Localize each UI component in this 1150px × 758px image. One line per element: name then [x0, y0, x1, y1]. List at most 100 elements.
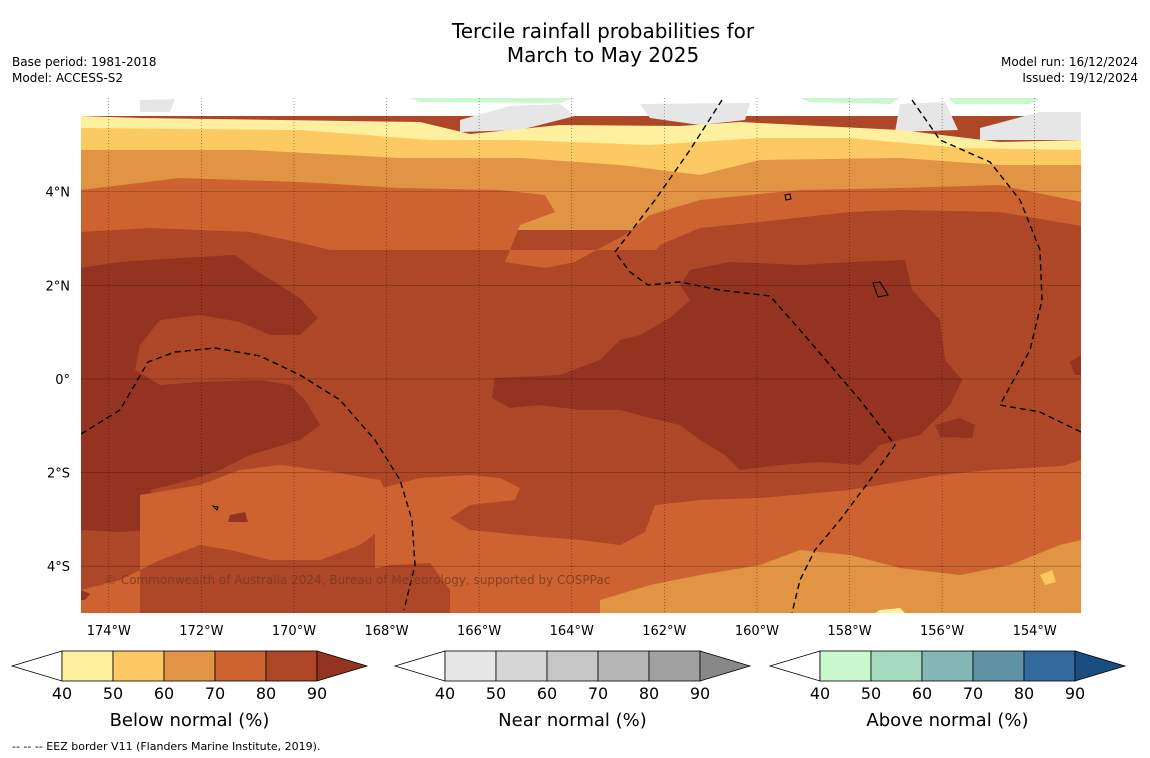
region-90-island	[228, 512, 248, 522]
above-normal-patch-3	[948, 98, 1040, 104]
title-line-2: March to May 2025	[506, 43, 700, 67]
colorbar-title: Near normal (%)	[498, 710, 647, 731]
issued-date: Issued: 19/12/2024	[1022, 71, 1138, 85]
colorbar-tick-label: 40	[810, 684, 830, 703]
title-line-1: Tercile rainfall probabilities for	[451, 19, 755, 43]
colorbar-segment	[597, 650, 650, 682]
chart-title: Tercile rainfall probabilities for March…	[0, 19, 1150, 67]
region-80-south-patch	[315, 563, 450, 613]
lon-tick-label: 172°W	[179, 624, 223, 639]
colorbar-extend-low	[393, 650, 446, 682]
colorbar-tick-label: 80	[639, 684, 659, 703]
island-1	[784, 193, 792, 201]
region-90-small	[935, 418, 975, 438]
model-run: Model run: 16/12/2024	[1000, 55, 1138, 69]
map-field	[81, 98, 1081, 613]
near-normal-patch-4	[895, 102, 958, 132]
lon-tick-label: 164°W	[550, 624, 594, 639]
lat-tick-label: 4°S	[47, 560, 70, 575]
base-period: Base period: 1981-2018	[12, 55, 157, 69]
colorbar-tick-label: 50	[861, 684, 881, 703]
eez-line-east	[911, 99, 1081, 433]
region-70-se	[990, 460, 1081, 522]
colorbar-segment	[61, 650, 114, 682]
lon-tick-label: 154°W	[1013, 624, 1057, 639]
eez-borders	[81, 99, 1081, 613]
colorbar-segment	[819, 650, 872, 682]
region-40-south	[875, 608, 905, 613]
lat-tick-label: 2°N	[46, 279, 71, 294]
colorbar-tick-label: 70	[588, 684, 608, 703]
colorbar-segment	[163, 650, 216, 682]
near-normal-patch-2	[460, 104, 575, 132]
eez-line-central	[614, 99, 896, 613]
lon-tick-label: 156°W	[920, 624, 964, 639]
above-normal-patch-2	[800, 98, 900, 104]
meta-left: Base period: 1981-2018 Model: ACCESS-S2	[12, 54, 157, 86]
region-90-corner	[81, 590, 90, 600]
colorbar-segment	[214, 650, 267, 682]
island-3	[211, 505, 219, 511]
colorbar-tick-label: 40	[52, 684, 72, 703]
colorbar-tick-label: 50	[486, 684, 506, 703]
colorbar-segment	[495, 650, 548, 682]
colorbar-tick-label: 80	[256, 684, 276, 703]
lat-tick-label: 4°N	[46, 186, 71, 201]
colorbar-segment	[921, 650, 974, 682]
colorbar-extend-low	[768, 650, 821, 682]
colorbar-extend-high	[316, 650, 369, 682]
colorbar-tick-label: 90	[690, 684, 710, 703]
colorbar-tick-label: 80	[1014, 684, 1034, 703]
region-60-south	[600, 540, 1081, 613]
region-90-central	[492, 260, 962, 470]
colorbar-tick-label: 90	[307, 684, 327, 703]
colorbar-segment	[546, 650, 599, 682]
colorbar-tick-label: 70	[963, 684, 983, 703]
colorbar-tick-label: 60	[154, 684, 174, 703]
colorbar-title: Below normal (%)	[110, 710, 270, 731]
colorbar-2: 40 50 60 70 80 90 Near normal (%)	[393, 650, 752, 731]
lon-tick-label: 162°W	[642, 624, 686, 639]
lat-tick-label: 0°	[55, 373, 70, 388]
colorbar-segment	[1023, 650, 1076, 682]
colorbar-tick-label: 70	[205, 684, 225, 703]
colorbar-extend-high	[699, 650, 752, 682]
eez-footnote: -- -- -- EEZ border V11 (Flanders Marine…	[12, 740, 321, 753]
above-normal-patch-1	[410, 98, 575, 103]
colorbar-extend-low	[10, 650, 63, 682]
colorbar-segment	[444, 650, 497, 682]
copyright-notice: © Commonwealth of Australia 2024, Bureau…	[105, 573, 610, 587]
islands	[211, 193, 889, 511]
lon-tick-label: 168°W	[364, 624, 408, 639]
meta-right: Model run: 16/12/2024 Issued: 19/12/2024	[1001, 54, 1138, 86]
colorbar-segment	[870, 650, 923, 682]
region-70-southwest	[81, 465, 395, 613]
axis-ticks: 174°W 172°W 170°W 168°W 166°W 164°W 162°W 160°W…	[46, 186, 1057, 639]
colorbar-extend-high	[1074, 650, 1127, 682]
model-name: Model: ACCESS-S2	[12, 71, 124, 85]
colorbar-segment	[112, 650, 165, 682]
colorbars: 40 50 60 70 80 90 Below normal (%) 40 50 60 70 80 90…	[10, 650, 1127, 731]
lon-tick-label: 170°W	[272, 624, 316, 639]
lon-tick-label: 160°W	[735, 624, 779, 639]
colorbar-tick-label: 90	[1065, 684, 1085, 703]
colorbar-segment	[648, 650, 701, 682]
colorbar-tick-label: 40	[435, 684, 455, 703]
lat-tick-label: 2°S	[47, 467, 70, 482]
colorbar-tick-label: 60	[912, 684, 932, 703]
region-50-south	[1040, 570, 1056, 585]
region-90-east	[1070, 355, 1081, 375]
colorbar-1: 40 50 60 70 80 90 Below normal (%)	[10, 650, 369, 731]
eez-line-west	[81, 347, 416, 611]
colorbar-segment	[972, 650, 1025, 682]
colorbar-title: Above normal (%)	[866, 710, 1028, 731]
colorbar-tick-label: 50	[103, 684, 123, 703]
lon-tick-label: 174°W	[87, 624, 131, 639]
near-normal-patch-3	[640, 103, 750, 125]
near-normal-patch-1	[140, 99, 175, 112]
graticule	[81, 98, 1081, 613]
region-90-west	[81, 255, 320, 532]
colorbar-3: 40 50 60 70 80 90 Above normal (%)	[768, 650, 1127, 731]
lon-tick-label: 158°W	[827, 624, 871, 639]
